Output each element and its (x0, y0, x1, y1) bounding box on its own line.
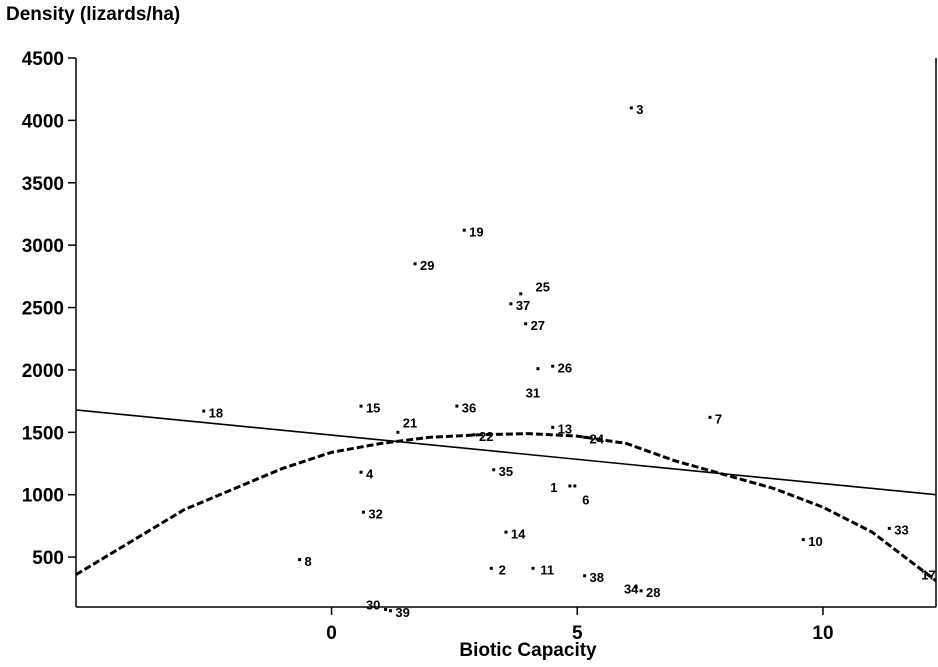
data-point-label: 15 (366, 400, 380, 415)
data-point-label: 33 (894, 523, 908, 538)
linear-fit-line (76, 409, 936, 496)
data-point (455, 404, 459, 408)
data-point (413, 262, 417, 266)
data-point-label: 38 (590, 570, 604, 585)
data-point-label: 31 (526, 385, 540, 400)
data-point-label: 13 (558, 422, 572, 437)
data-point (531, 566, 535, 570)
y-tick-label: 2500 (22, 299, 64, 320)
axes-layer: 500 1000 1500 2000 2500 3000 3500 4000 4500 0 5 10 (22, 49, 937, 644)
data-point (472, 433, 476, 437)
y-tick-label: 2000 (22, 361, 64, 382)
data-point-label: 37 (516, 298, 530, 313)
data-point (389, 609, 393, 613)
data-point (583, 574, 587, 578)
data-point (551, 364, 555, 368)
data-point-label: 19 (469, 224, 483, 239)
data-point-label: 28 (646, 585, 660, 600)
data-point (359, 404, 363, 408)
y-tick-label: 4000 (22, 111, 64, 132)
y-tick-label: 4500 (22, 49, 64, 70)
data-point-label: 7 (715, 412, 722, 427)
data-point-label: 3 (636, 102, 643, 117)
data-point-label: 24 (590, 432, 605, 447)
data-point (524, 322, 528, 326)
data-point (359, 470, 363, 474)
data-point (361, 510, 365, 514)
data-point-label: 14 (511, 526, 526, 541)
data-point-label: 18 (209, 405, 223, 420)
fit-lines-layer (76, 409, 936, 582)
data-point (519, 292, 523, 296)
x-tick-label: 0 (326, 623, 337, 644)
data-point-label: 6 (582, 493, 589, 508)
data-point (708, 415, 712, 419)
y-tick-label: 500 (32, 548, 64, 569)
data-point (509, 302, 513, 306)
data-point-label: 17 (921, 568, 935, 583)
data-point-label: 1 (550, 480, 557, 495)
data-point-label: 36 (462, 400, 476, 415)
data-point-label: 27 (531, 318, 545, 333)
data-point (634, 585, 638, 589)
data-point (202, 409, 206, 413)
data-point-label: 8 (305, 554, 312, 569)
data-point-label: 29 (420, 258, 434, 273)
data-point-label: 10 (808, 534, 822, 549)
x-axis-label: Biotic Capacity (459, 640, 597, 661)
data-point (887, 526, 891, 530)
data-point (629, 106, 633, 110)
data-point (568, 484, 572, 488)
data-point-label: 4 (366, 466, 374, 481)
data-point (384, 607, 388, 611)
data-point (536, 367, 540, 371)
data-point (924, 571, 928, 575)
data-point (298, 558, 302, 562)
y-tick-label: 3000 (22, 236, 64, 257)
data-point (573, 484, 577, 488)
data-point (492, 468, 496, 472)
data-point-label: 11 (540, 563, 554, 578)
y-tick-label: 1000 (22, 486, 64, 507)
data-point (462, 228, 466, 232)
x-tick-label: 5 (572, 623, 583, 644)
data-point-label: 21 (403, 415, 417, 430)
data-point-label: 32 (368, 506, 382, 521)
x-axis-label-wrap: Biotic Capacity (0, 640, 938, 662)
data-point (396, 430, 400, 434)
data-point (583, 435, 587, 439)
data-point (639, 589, 643, 593)
y-tick-label: 3500 (22, 174, 64, 195)
data-point-label: 39 (395, 605, 409, 620)
data-point-label: 2 (499, 563, 506, 578)
y-tick-label: 1500 (22, 423, 64, 444)
data-point (489, 566, 493, 570)
y-axis-label: Density (lizards/ha) (6, 4, 181, 25)
x-tick-label: 10 (812, 623, 833, 644)
data-point (504, 530, 508, 534)
data-point-label: 26 (558, 360, 572, 375)
data-point-label: 35 (499, 464, 513, 479)
data-point (551, 425, 555, 429)
data-point-label: 22 (479, 429, 493, 444)
data-point-label: 30 (366, 598, 380, 613)
data-point (801, 538, 805, 542)
data-point-label: 25 (535, 279, 549, 294)
quadratic-fit-curve (76, 432, 936, 582)
data-point-label: 34 (624, 581, 639, 596)
